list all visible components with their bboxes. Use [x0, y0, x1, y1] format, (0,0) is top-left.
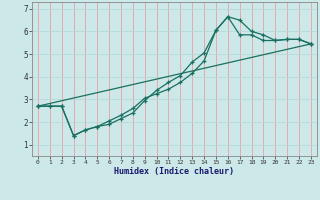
X-axis label: Humidex (Indice chaleur): Humidex (Indice chaleur)	[115, 167, 234, 176]
